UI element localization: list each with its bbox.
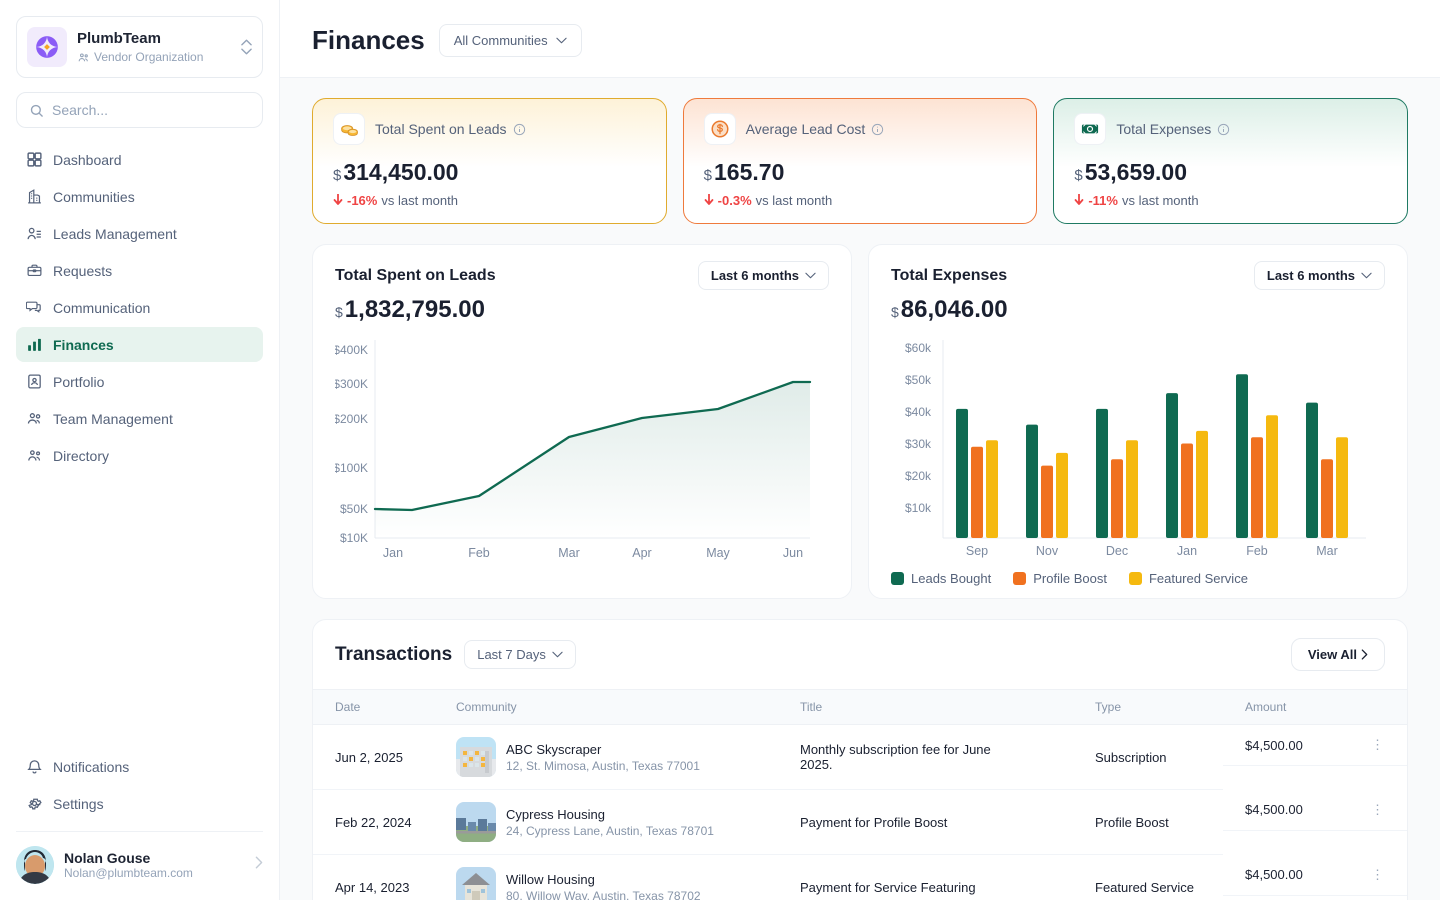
svg-text:Nov: Nov: [1036, 544, 1059, 558]
svg-text:$30k: $30k: [905, 437, 932, 451]
svg-text:Dec: Dec: [1106, 544, 1128, 558]
svg-text:$40k: $40k: [905, 405, 932, 419]
svg-text:$10k: $10k: [905, 501, 932, 515]
svg-text:$60k: $60k: [905, 341, 932, 355]
svg-text:$50k: $50k: [905, 373, 932, 387]
svg-text:Sep: Sep: [966, 544, 988, 558]
svg-text:$100K: $100K: [335, 461, 368, 475]
svg-text:Jan: Jan: [1177, 544, 1197, 558]
svg-text:Mar: Mar: [1316, 544, 1338, 558]
svg-text:$200K: $200K: [335, 412, 368, 426]
svg-text:Feb: Feb: [1246, 544, 1268, 558]
svg-text:$50K: $50K: [340, 502, 368, 516]
svg-text:Jan: Jan: [383, 546, 403, 560]
svg-text:May: May: [706, 546, 730, 560]
svg-text:Apr: Apr: [632, 546, 651, 560]
svg-text:Jun: Jun: [783, 546, 803, 560]
svg-text:Mar: Mar: [558, 546, 580, 560]
svg-text:$20k: $20k: [905, 469, 932, 483]
svg-text:Feb: Feb: [468, 546, 490, 560]
svg-text:$400K: $400K: [335, 343, 368, 357]
svg-text:$10K: $10K: [340, 531, 368, 545]
svg-text:$300K: $300K: [335, 377, 368, 391]
